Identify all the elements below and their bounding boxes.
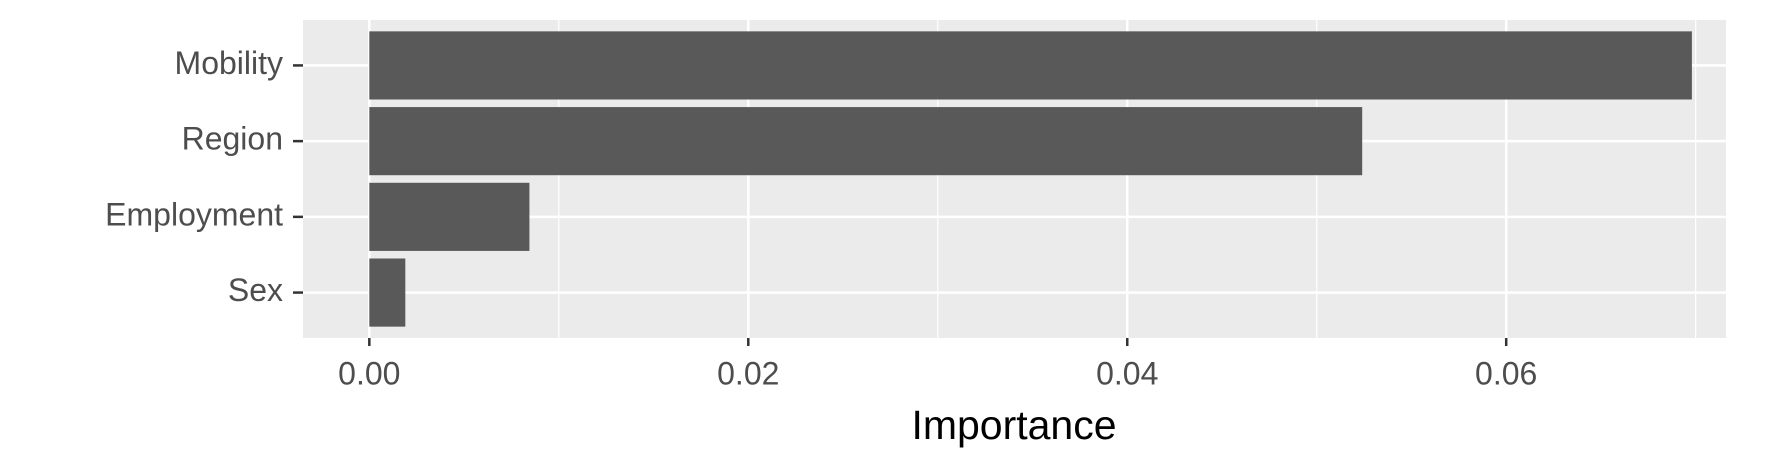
x-tick-label: 0.06 — [1475, 355, 1537, 391]
bar — [369, 31, 1692, 100]
bar — [369, 182, 530, 251]
bar — [369, 258, 406, 327]
x-axis-title: Importance — [911, 402, 1116, 448]
x-tick-label: 0.04 — [1096, 355, 1158, 391]
y-tick-label: Mobility — [175, 45, 283, 81]
y-tick-label: Region — [182, 121, 283, 157]
y-tick-label: Employment — [105, 196, 283, 232]
x-tick-label: 0.00 — [338, 355, 400, 391]
bar — [369, 107, 1363, 176]
x-tick-label: 0.02 — [717, 355, 779, 391]
y-tick-label: Sex — [228, 272, 283, 308]
